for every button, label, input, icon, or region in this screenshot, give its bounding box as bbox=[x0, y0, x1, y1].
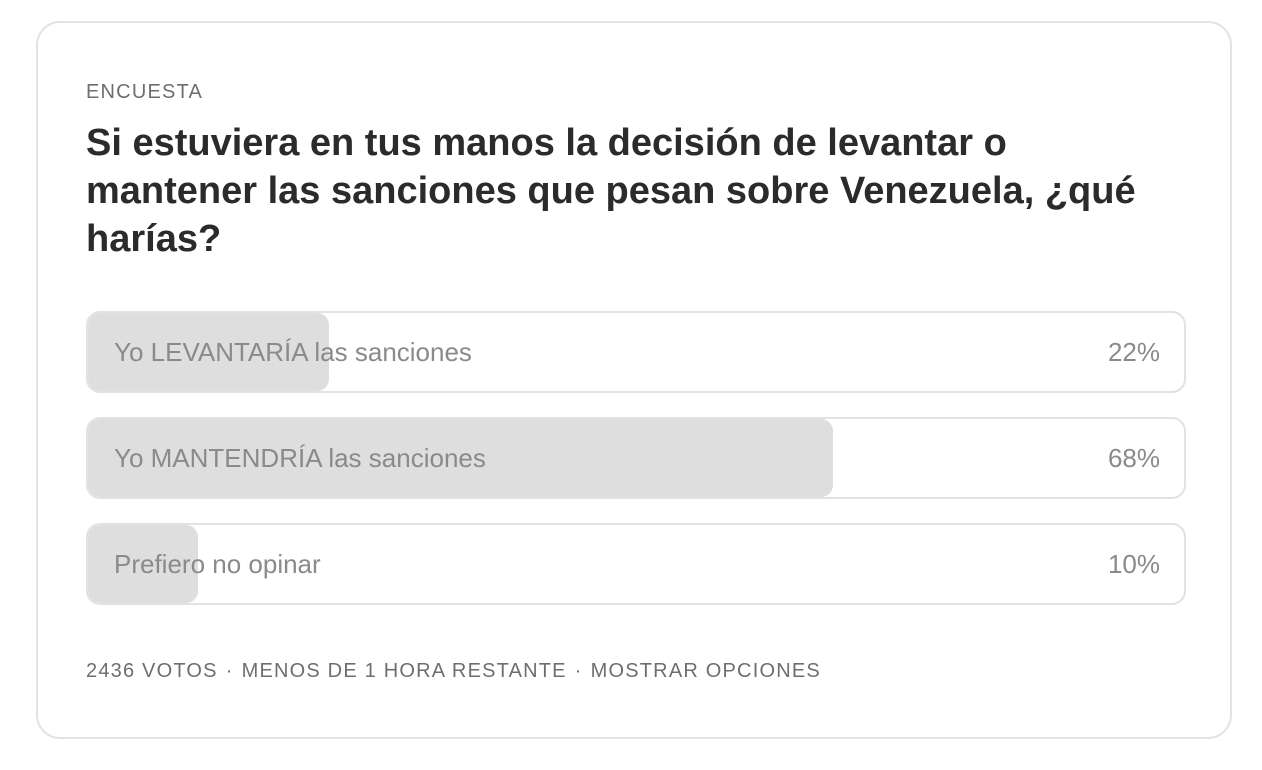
poll-option-percent: 68% bbox=[1107, 443, 1160, 473]
poll-label: ENCUESTA bbox=[86, 81, 204, 103]
time-remaining: MENOS DE 1 HORA RESTANTE bbox=[241, 660, 567, 682]
poll-card: ENCUESTA Si estuviera en tus manos la de… bbox=[36, 21, 1232, 739]
poll-option-label: Prefiero no opinar bbox=[114, 549, 321, 579]
footer-separator: · bbox=[225, 660, 234, 682]
footer-separator: · bbox=[574, 660, 583, 682]
poll-option-percent: 10% bbox=[1107, 549, 1160, 579]
vote-count: 2436 VOTOS bbox=[86, 660, 218, 682]
poll-option-label: Yo LEVANTARÍA las sanciones bbox=[114, 337, 472, 367]
poll-option-levantaria[interactable]: Yo LEVANTARÍA las sanciones 22% bbox=[86, 311, 1186, 393]
poll-option-percent: 22% bbox=[1107, 337, 1160, 367]
poll-option-bar bbox=[88, 313, 330, 391]
poll-option-bar bbox=[88, 419, 834, 497]
poll-option-no-opinar[interactable]: Prefiero no opinar 10% bbox=[86, 523, 1186, 605]
poll-option-bar bbox=[88, 525, 198, 603]
poll-option-label: Yo MANTENDRÍA las sanciones bbox=[114, 443, 486, 473]
poll-option-mantendria[interactable]: Yo MANTENDRÍA las sanciones 68% bbox=[86, 417, 1186, 499]
poll-question: Si estuviera en tus manos la decisión de… bbox=[86, 122, 1136, 260]
poll-options: Yo LEVANTARÍA las sanciones 22% Yo MANTE… bbox=[86, 311, 1186, 629]
poll-footer: 2436 VOTOS · MENOS DE 1 HORA RESTANTE · MOST… bbox=[86, 660, 821, 683]
show-options-link[interactable]: MOSTRAR OPCIONES bbox=[590, 660, 821, 682]
